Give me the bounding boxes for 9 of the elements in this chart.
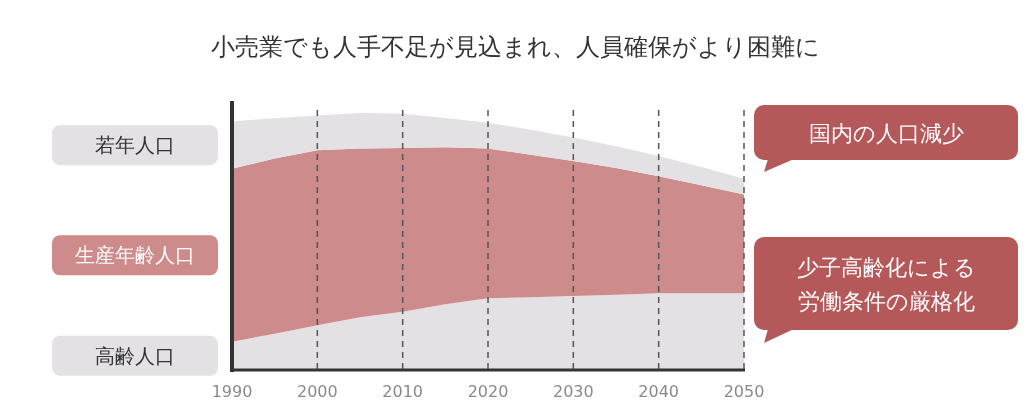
- x-tick-label: 1990: [211, 382, 253, 401]
- x-tick-label: 2010: [382, 382, 424, 401]
- x-tick-label: 2050: [723, 382, 765, 401]
- x-tick-label: 2030: [552, 382, 594, 401]
- series-label: 生産年齢人口: [75, 243, 195, 268]
- x-tick-label: 2000: [296, 382, 338, 401]
- chart-title: 小売業でも人手不足が見込まれ、人員確保がより困難に: [210, 33, 820, 61]
- x-tick-label: 2020: [467, 382, 509, 401]
- x-tick-label: 2040: [638, 382, 680, 401]
